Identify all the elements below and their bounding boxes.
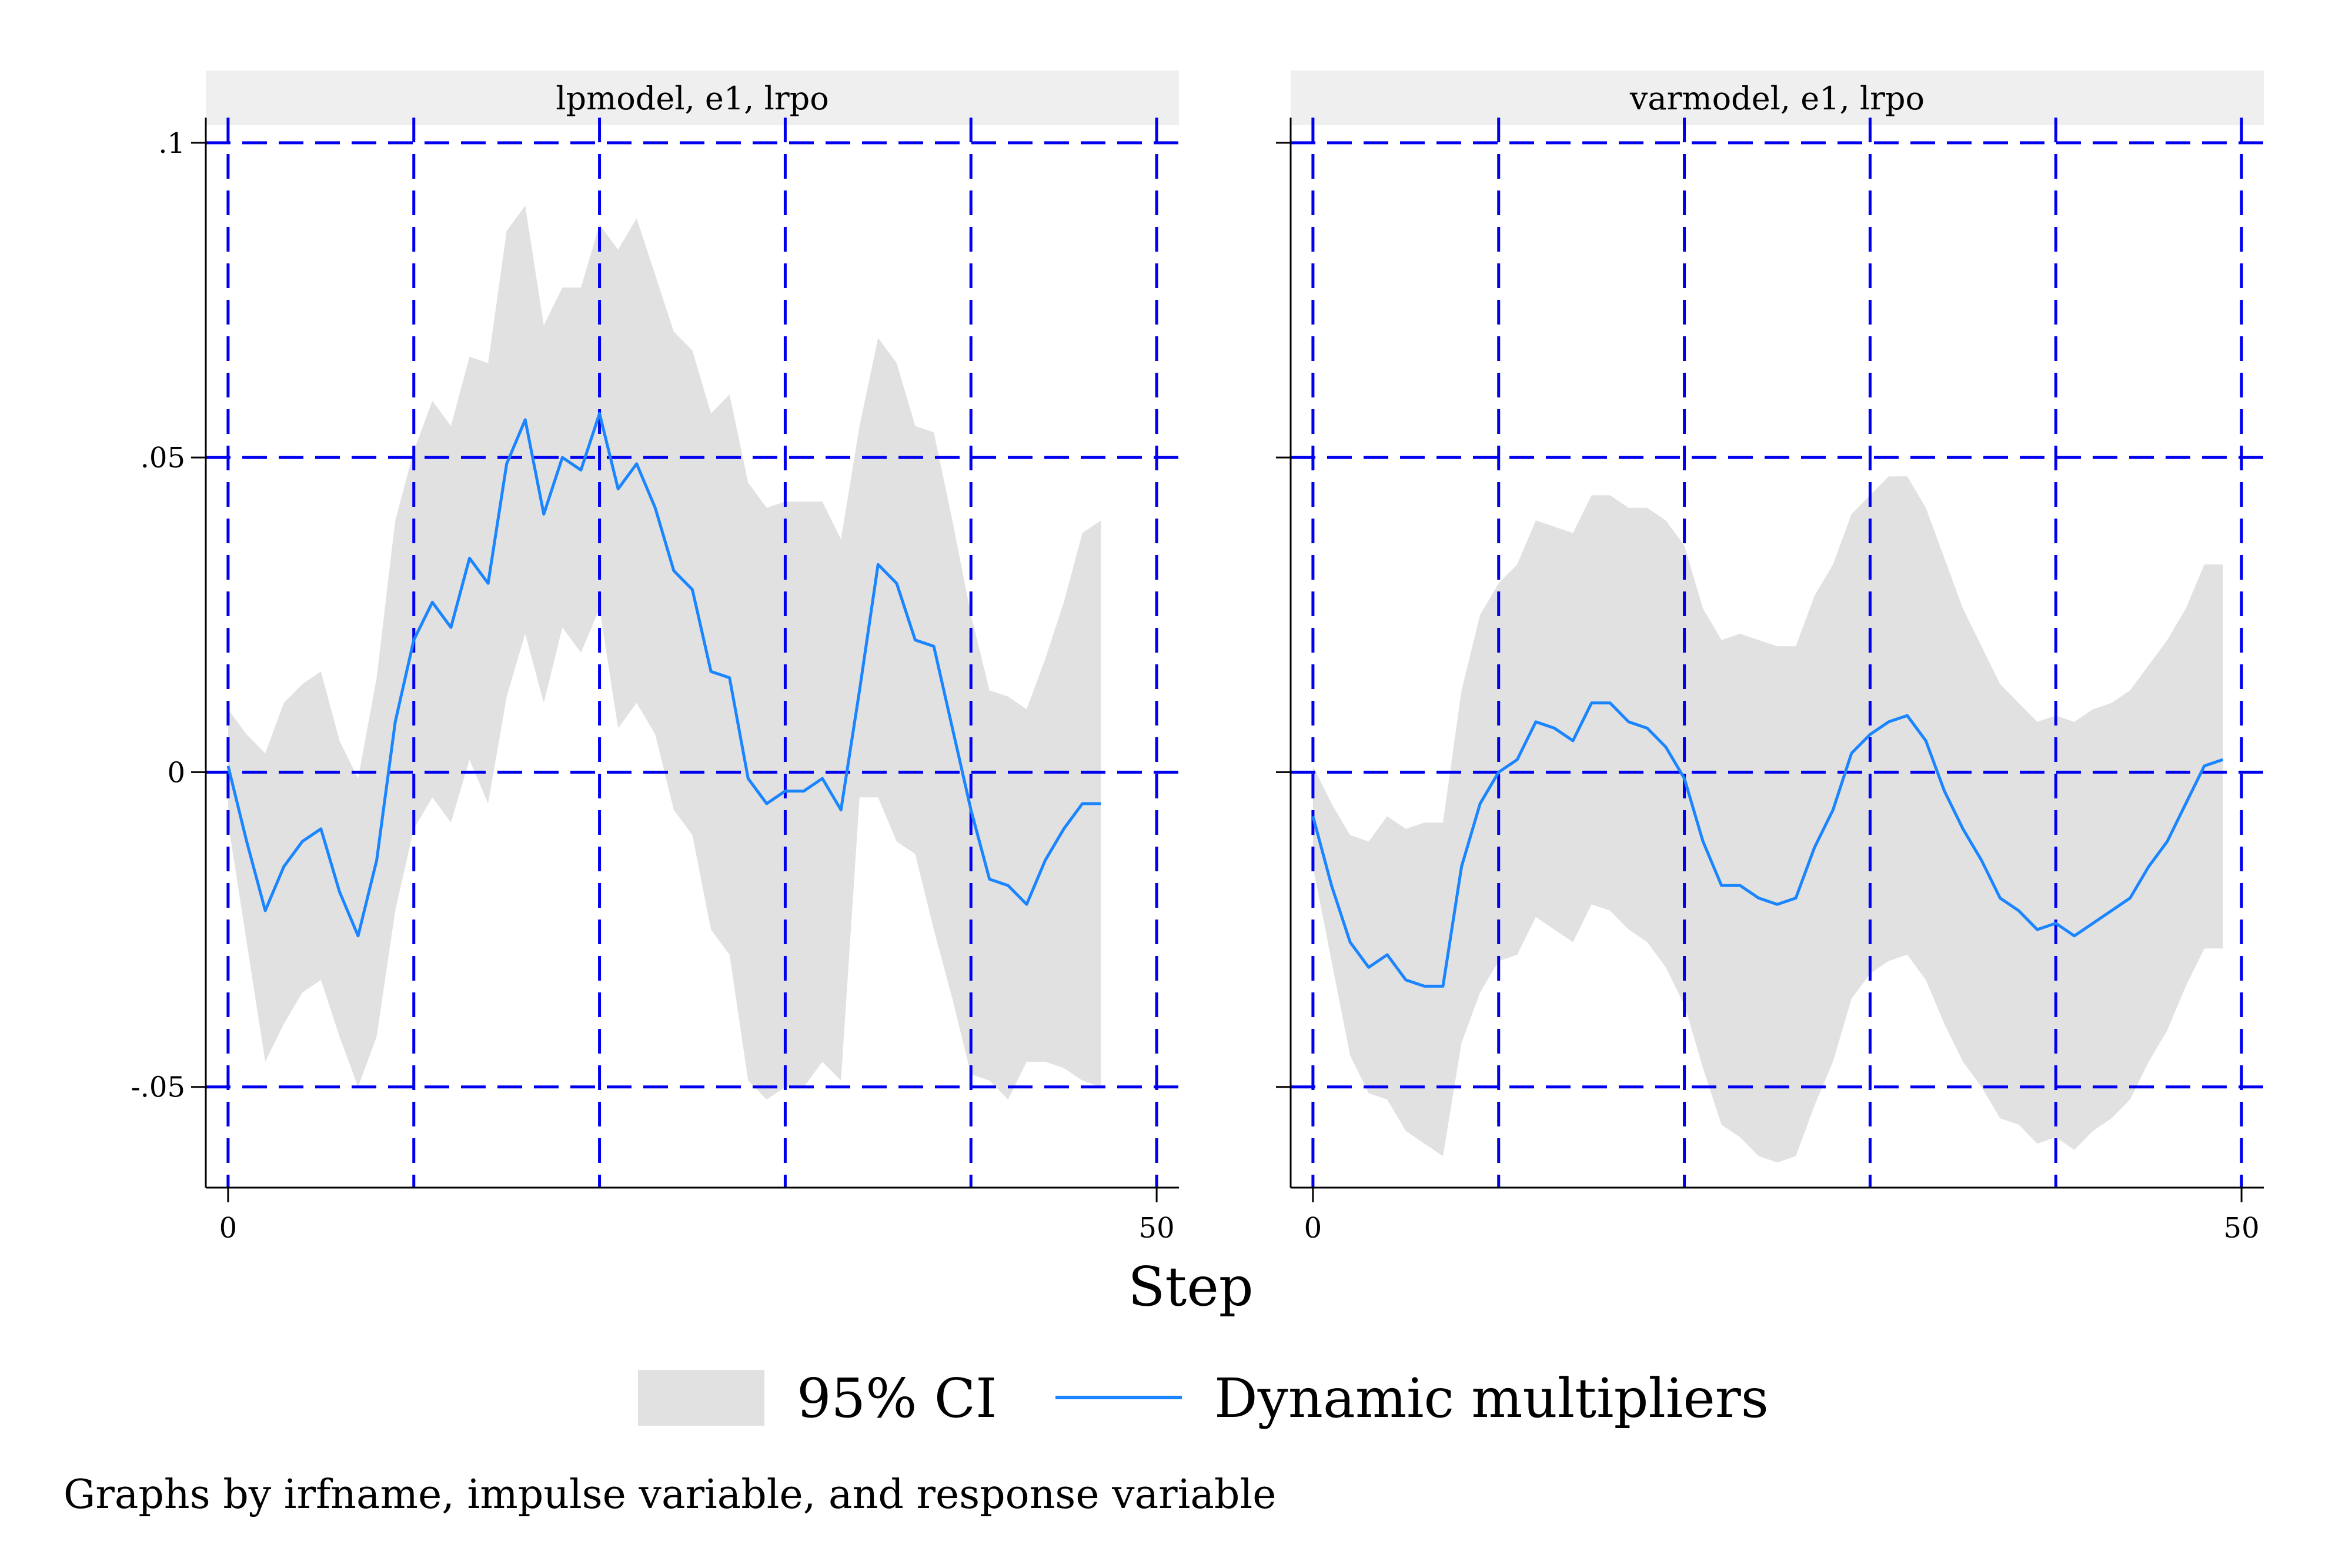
ci-band (228, 205, 1101, 1100)
x-tick-label: 0 (1304, 1212, 1322, 1245)
panel-title: varmodel, e1, lrpo (1629, 80, 1925, 117)
panel-header (1291, 71, 2264, 125)
panel-1: lpmodel, e1, lrpo 0 50 -.05 0 .05 .1 (131, 71, 1179, 1245)
x-axis-title: Step (1128, 1255, 1253, 1318)
graphs-by-note: Graphs by irfname, impulse variable, and… (64, 1472, 1276, 1518)
x-tick-label: 50 (2224, 1212, 2260, 1245)
x-tick-label: 50 (1139, 1212, 1175, 1245)
legend-label-multipliers: Dynamic multipliers (1214, 1367, 1769, 1430)
legend-swatch-ci-band (638, 1370, 764, 1426)
y-tick-label: .1 (158, 127, 185, 160)
panel-2: varmodel, e1, lrpo 0 50 (1276, 71, 2264, 1245)
legend-label-ci: 95% CI (797, 1367, 997, 1430)
y-tick-label: 0 (167, 756, 185, 789)
multiplier-line (1311, 701, 2224, 988)
multiplier-line (226, 412, 1101, 938)
panels-layer: lpmodel, e1, lrpo 0 50 -.05 0 .05 .1 varmodel, … (131, 71, 2264, 1245)
legend: 95% CI Dynamic multipliers (638, 1367, 1769, 1430)
x-tick-label: 0 (219, 1212, 238, 1245)
y-tick-label: .05 (141, 442, 185, 474)
ci-band (1312, 476, 2223, 1163)
panel-header (206, 71, 1179, 125)
y-tick-label: -.05 (131, 1071, 185, 1104)
panel-title: lpmodel, e1, lrpo (556, 80, 828, 117)
